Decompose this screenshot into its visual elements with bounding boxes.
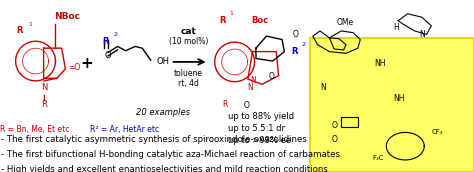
Text: rt, 4d: rt, 4d (178, 79, 199, 88)
Text: N: N (41, 83, 47, 92)
Text: H: H (393, 23, 399, 32)
Text: 1: 1 (28, 22, 32, 27)
Text: O: O (332, 121, 337, 130)
Text: O: O (244, 101, 250, 110)
Text: 1: 1 (229, 12, 233, 17)
Text: NH: NH (374, 59, 386, 68)
Text: OH: OH (156, 57, 169, 66)
Text: 2: 2 (302, 42, 306, 47)
Text: OMe: OMe (337, 18, 354, 27)
Text: R² = Ar, HetAr etc: R² = Ar, HetAr etc (90, 125, 159, 134)
Text: 20 examples: 20 examples (136, 108, 190, 117)
Text: R: R (102, 37, 109, 46)
Text: O: O (268, 72, 274, 81)
Text: R: R (292, 47, 298, 56)
Text: up to 88% yield: up to 88% yield (228, 112, 294, 121)
Text: N: N (247, 83, 253, 92)
Text: R: R (17, 26, 23, 35)
Text: N: N (419, 30, 425, 39)
Text: =O: =O (68, 63, 80, 72)
Text: up to >99% ee: up to >99% ee (228, 136, 291, 145)
Text: N: N (320, 83, 326, 92)
Text: O: O (104, 51, 111, 60)
Text: up to 5.5:1 dr: up to 5.5:1 dr (228, 124, 284, 133)
Text: CF₃: CF₃ (431, 130, 443, 135)
Text: Boc: Boc (251, 16, 268, 25)
Text: N: N (250, 76, 255, 85)
Text: R: R (219, 16, 226, 25)
Text: - The first bifunctional H-bonding catalytic aza-Michael reaction of carbamates: - The first bifunctional H-bonding catal… (1, 150, 340, 159)
Text: - High yields and excellent enantioselectivities and mild reaction conditions: - High yields and excellent enantioselec… (1, 165, 328, 172)
Text: (10 mol%): (10 mol%) (169, 37, 209, 46)
Text: R: R (41, 100, 47, 109)
Text: NBoc: NBoc (55, 12, 81, 21)
Text: toluene: toluene (174, 69, 203, 78)
Text: NH: NH (393, 94, 405, 103)
Text: F₃C: F₃C (372, 155, 383, 161)
Text: cat: cat (181, 27, 197, 36)
Text: R = Bn, Me, Et etc: R = Bn, Me, Et etc (0, 125, 69, 134)
Text: - The first catalytic asymmetric synthesis of spirooxindole-oxazolidines: - The first catalytic asymmetric synthes… (1, 135, 307, 144)
Text: O: O (293, 30, 299, 39)
Text: +: + (80, 56, 92, 71)
Text: 2: 2 (114, 32, 118, 37)
FancyBboxPatch shape (310, 38, 474, 172)
Text: O: O (332, 135, 337, 144)
Text: R: R (222, 100, 228, 109)
